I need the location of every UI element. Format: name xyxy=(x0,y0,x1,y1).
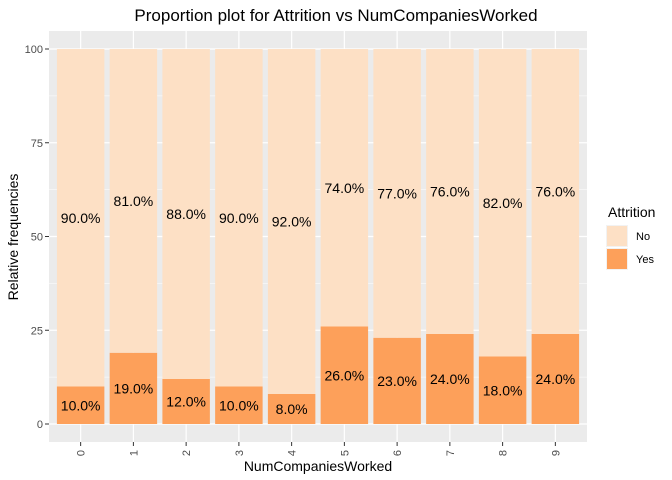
x-tick-label: 1 xyxy=(128,450,140,456)
bar-label-yes: 23.0% xyxy=(377,373,417,389)
bar-label-no: 74.0% xyxy=(325,180,365,196)
bar-no xyxy=(426,49,474,334)
bar-label-yes: 24.0% xyxy=(430,371,470,387)
x-tick-label: 0 xyxy=(76,450,88,456)
x-tick-label: 6 xyxy=(392,450,404,456)
bar-label-yes: 10.0% xyxy=(219,397,259,413)
y-axis-label: Relative frequencies xyxy=(5,174,21,301)
bar-label-no: 77.0% xyxy=(377,185,417,201)
legend-label: Yes xyxy=(636,254,654,266)
bar-no xyxy=(162,49,210,379)
bar-label-no: 90.0% xyxy=(61,210,101,226)
bar-yes xyxy=(267,394,316,424)
bar-yes xyxy=(373,337,421,424)
bar-no xyxy=(320,49,369,327)
bar-label-yes: 18.0% xyxy=(483,382,523,398)
bar-labels-layer: 10.0% 90.0% 19.0% 81.0% 12.0% 88.0% 10.0% 90.0%… xyxy=(61,180,575,417)
y-tick-label: 25 xyxy=(31,325,43,337)
bar-label-yes: 24.0% xyxy=(536,371,576,387)
bar-yes xyxy=(478,356,527,424)
bar-yes xyxy=(426,334,474,424)
bar-no xyxy=(267,49,316,394)
bars-layer xyxy=(56,49,580,424)
bar-yes xyxy=(109,352,158,424)
x-tick-label: 8 xyxy=(498,450,510,456)
legend: Attrition No Yes xyxy=(606,204,655,270)
bar-yes xyxy=(320,326,369,424)
bar-label-no: 88.0% xyxy=(166,206,206,222)
bar-no xyxy=(56,49,105,387)
x-tick-label: 9 xyxy=(550,450,562,456)
legend-items: No Yes xyxy=(606,225,654,270)
legend-swatch xyxy=(607,226,627,246)
bar-label-yes: 12.0% xyxy=(166,394,206,410)
x-tick-label: 3 xyxy=(234,450,246,456)
x-axis-label: NumCompaniesWorked xyxy=(244,458,392,474)
bar-no xyxy=(478,49,527,357)
y-tick-label: 75 xyxy=(31,138,43,150)
bar-label-no: 90.0% xyxy=(219,210,259,226)
x-tick-label: 5 xyxy=(339,450,351,456)
bar-label-no: 81.0% xyxy=(114,193,154,209)
y-tick-label: 100 xyxy=(25,44,43,56)
bar-no xyxy=(531,49,580,334)
bar-no xyxy=(373,49,421,338)
bar-label-no: 76.0% xyxy=(536,184,576,200)
bar-yes xyxy=(531,334,580,424)
x-tick-label: 4 xyxy=(287,450,299,456)
legend-swatch xyxy=(607,249,627,269)
bar-yes xyxy=(56,386,105,424)
bar-no xyxy=(215,49,263,387)
bar-label-no: 82.0% xyxy=(483,195,523,211)
bar-label-yes: 19.0% xyxy=(114,380,154,396)
x-tick-label: 2 xyxy=(181,450,193,456)
y-tick-label: 0 xyxy=(37,419,43,431)
y-axis: 0 25 50 75 100 xyxy=(25,44,49,431)
bar-no xyxy=(109,49,158,353)
bar-label-yes: 26.0% xyxy=(325,367,365,383)
bar-label-no: 76.0% xyxy=(430,184,470,200)
x-tick-label: 7 xyxy=(445,450,457,456)
bar-label-yes: 10.0% xyxy=(61,397,101,413)
bar-label-no: 92.0% xyxy=(272,214,312,230)
y-tick-label: 50 xyxy=(31,232,43,244)
bar-yes xyxy=(162,379,210,424)
chart-title: Proportion plot for Attrition vs NumComp… xyxy=(134,6,537,25)
legend-title: Attrition xyxy=(608,204,655,220)
x-axis: 0 1 2 3 4 5 6 7 8 9 xyxy=(76,442,562,456)
bar-yes xyxy=(215,386,263,424)
bar-label-yes: 8.0% xyxy=(276,401,308,417)
legend-label: No xyxy=(636,231,650,243)
